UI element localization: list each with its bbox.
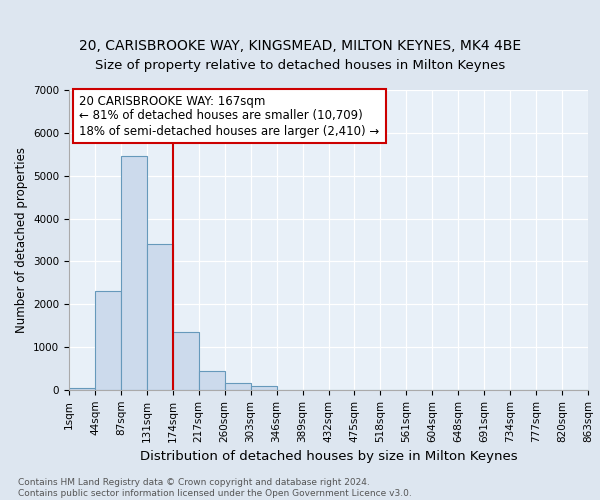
Text: 20, CARISBROOKE WAY, KINGSMEAD, MILTON KEYNES, MK4 4BE: 20, CARISBROOKE WAY, KINGSMEAD, MILTON K… [79, 38, 521, 52]
Bar [95, 292, 121, 390]
Y-axis label: Number of detached properties: Number of detached properties [14, 147, 28, 333]
Bar [121, 156, 147, 390]
Text: 20 CARISBROOKE WAY: 167sqm
← 81% of detached houses are smaller (10,709)
18% of : 20 CARISBROOKE WAY: 167sqm ← 81% of deta… [79, 94, 380, 138]
Text: Size of property relative to detached houses in Milton Keynes: Size of property relative to detached ho… [95, 60, 505, 72]
Bar [173, 332, 199, 390]
Bar [199, 370, 224, 390]
X-axis label: Distribution of detached houses by size in Milton Keynes: Distribution of detached houses by size … [140, 450, 517, 463]
Bar [225, 382, 251, 390]
Bar [147, 244, 173, 390]
Text: Contains HM Land Registry data © Crown copyright and database right 2024.
Contai: Contains HM Land Registry data © Crown c… [18, 478, 412, 498]
Bar [251, 386, 277, 390]
Bar [69, 388, 95, 390]
